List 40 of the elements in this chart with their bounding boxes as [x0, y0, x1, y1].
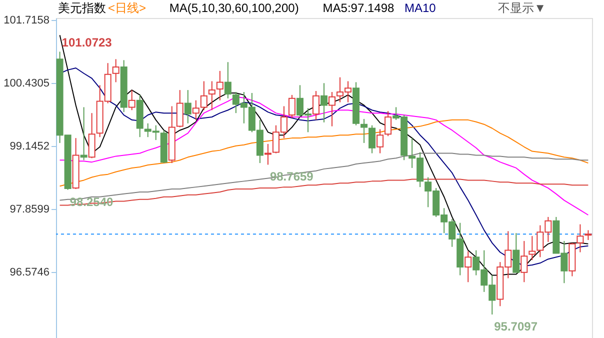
candlestick	[216, 70, 224, 101]
candlestick	[208, 80, 216, 111]
annotation: 95.7097	[494, 319, 538, 334]
candlestick	[112, 58, 120, 83]
candlestick	[312, 90, 320, 120]
candlestick	[528, 236, 536, 261]
y-tick-label: 96.5746	[10, 266, 50, 279]
annotation: 98.7659	[270, 170, 314, 184]
y-tick-label: 97.8599	[10, 204, 50, 216]
line-series	[59, 34, 589, 276]
candlestick	[328, 91, 336, 127]
candlestick	[176, 90, 184, 128]
candlestick	[320, 82, 328, 123]
chart-subtitle: <日线>	[108, 1, 146, 15]
chart-title: 美元指数	[58, 1, 106, 15]
candlestick	[288, 94, 296, 118]
y-tick-label: 100.4305	[4, 78, 50, 90]
text: MA(5,10,30,60,100,200)	[169, 1, 299, 15]
candlestick	[80, 106, 88, 161]
candlestick	[192, 100, 200, 120]
candlestick	[576, 224, 584, 253]
candlestick	[464, 250, 472, 283]
candlestick	[200, 80, 208, 111]
candlestick	[224, 62, 232, 99]
candlestick	[376, 128, 384, 154]
text: 不显示▼	[498, 1, 546, 15]
candlestick	[360, 118, 368, 144]
candlestick	[368, 124, 376, 154]
text: MA5:97.1498	[322, 1, 395, 15]
candlestick	[520, 240, 528, 283]
text: MA10	[404, 1, 436, 15]
candlestick	[512, 232, 520, 273]
candlestick	[128, 90, 136, 111]
y-tick-label: 99.1452	[10, 140, 50, 153]
candlestick	[384, 110, 392, 137]
candlestick	[584, 230, 592, 240]
annotation: 101.0723	[62, 36, 112, 50]
y-tick-label: 101.7158	[4, 14, 50, 27]
candlestick	[184, 90, 192, 124]
candlestick	[88, 112, 96, 159]
